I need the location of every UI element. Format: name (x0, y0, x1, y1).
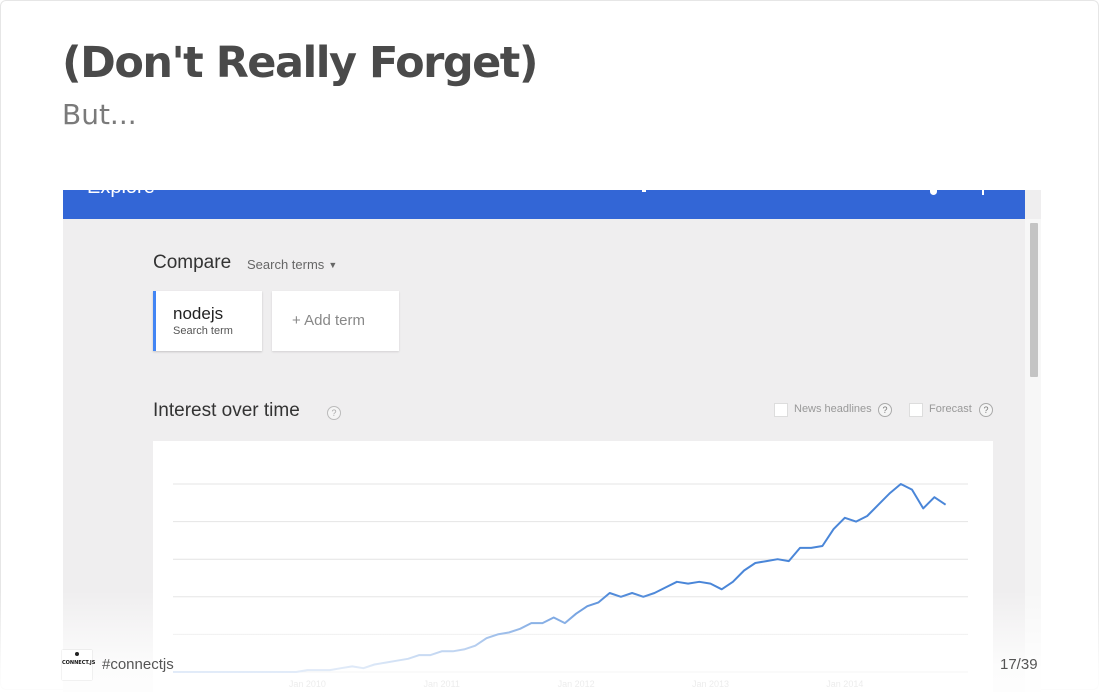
hashtag-text: #connectjs (102, 656, 174, 673)
add-term-label: + Add term (292, 312, 365, 329)
data-point[interactable] (753, 561, 757, 565)
data-point[interactable] (921, 506, 925, 510)
page-number: 17/39 (1000, 656, 1038, 673)
data-point[interactable] (798, 546, 802, 550)
topbar-title[interactable]: Explore (87, 190, 155, 199)
forecast-label: Forecast (929, 403, 972, 415)
topbar-icon-fragment (642, 190, 646, 192)
data-point[interactable] (843, 516, 847, 520)
data-point[interactable] (742, 569, 746, 573)
data-point[interactable] (765, 559, 769, 563)
forecast-help-icon[interactable]: ? (979, 403, 993, 417)
data-point[interactable] (910, 488, 914, 492)
data-point[interactable] (709, 582, 713, 586)
trends-topbar: Explore (63, 190, 1025, 219)
data-point[interactable] (787, 559, 791, 563)
data-point[interactable] (820, 544, 824, 548)
data-point[interactable] (731, 580, 735, 584)
apps-icon[interactable] (982, 190, 984, 195)
connectjs-logo: CONNECT.JS (62, 650, 96, 680)
data-point[interactable] (686, 582, 690, 586)
news-headlines-checkbox[interactable] (774, 403, 788, 417)
data-point[interactable] (932, 495, 936, 499)
search-terms-dropdown[interactable]: Search terms ▼ (247, 257, 337, 272)
logo-text: CONNECT.JS (62, 660, 96, 666)
caret-down-icon: ▼ (328, 260, 338, 270)
data-point[interactable] (697, 580, 701, 584)
news-help-icon[interactable]: ? (878, 403, 892, 417)
add-term-button[interactable]: + Add term (272, 291, 399, 351)
data-point[interactable] (809, 546, 813, 550)
term-card-nodejs[interactable]: nodejs Search term (153, 291, 262, 351)
scrollbar-thumb[interactable] (1030, 223, 1038, 377)
term-name: nodejs (173, 304, 224, 323)
data-point[interactable] (944, 503, 948, 507)
term-type: Search term (173, 325, 233, 337)
data-point[interactable] (854, 520, 858, 524)
slide-subtitle: But... (62, 98, 137, 131)
data-point[interactable] (675, 580, 679, 584)
data-point[interactable] (865, 514, 869, 518)
footer-fade (0, 590, 1101, 692)
slide-title: (Don't Really Forget) (62, 38, 539, 88)
data-point[interactable] (664, 585, 668, 589)
logo-dot (75, 652, 79, 656)
data-point[interactable] (888, 491, 892, 495)
data-point[interactable] (776, 557, 780, 561)
news-headlines-label: News headlines (794, 403, 872, 415)
data-point[interactable] (899, 482, 903, 486)
data-point[interactable] (876, 503, 880, 507)
help-icon[interactable]: ? (327, 406, 341, 420)
compare-label: Compare (153, 252, 232, 273)
forecast-checkbox[interactable] (909, 403, 923, 417)
interest-over-time-title: Interest over time (153, 400, 300, 421)
notifications-icon[interactable] (930, 190, 937, 195)
search-terms-label: Search terms (247, 257, 325, 272)
data-point[interactable] (832, 527, 836, 531)
